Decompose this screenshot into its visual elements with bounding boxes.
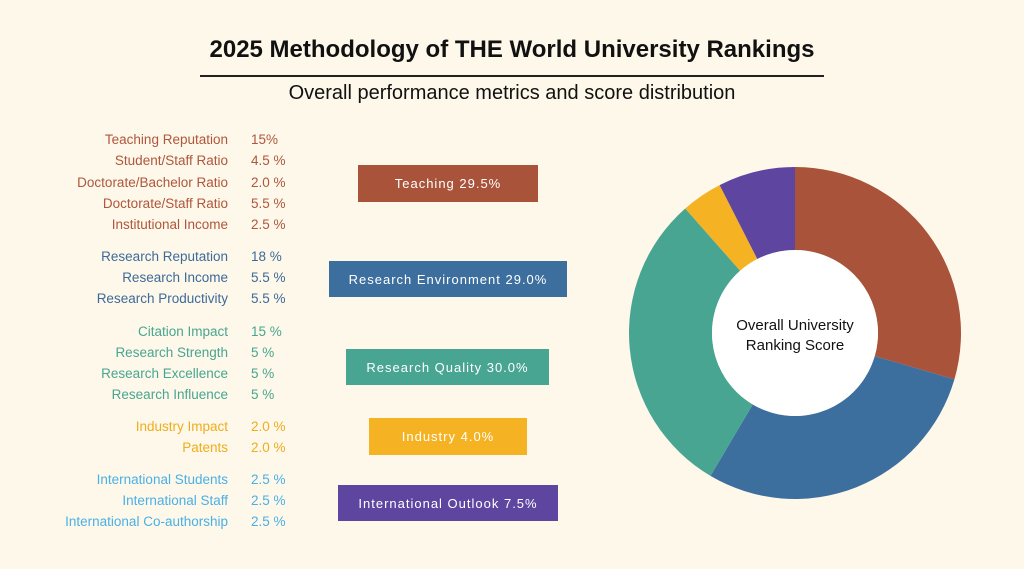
metric-weight: 18 % — [251, 249, 282, 264]
metric-weight: 2.0 % — [251, 440, 286, 455]
metric-name: Doctorate/Staff Ratio — [102, 196, 228, 211]
divider — [200, 75, 824, 77]
metric-weight: 5 % — [251, 366, 275, 381]
metric-weight: 5 % — [251, 345, 275, 360]
metric-name: Research Excellence — [101, 366, 228, 381]
metric-name: Research Productivity — [96, 291, 228, 306]
metric-name: Doctorate/Bachelor Ratio — [77, 175, 228, 190]
pillar-box: Research Quality 30.0% — [346, 349, 549, 385]
metric-name: Industry Impact — [135, 419, 228, 434]
donut-slice — [710, 356, 955, 499]
pillar-box: Teaching 29.5% — [358, 165, 538, 202]
metric-name: International Staff — [122, 493, 228, 508]
metric-name: Citation Impact — [137, 324, 228, 339]
metric-name: Research Income — [122, 270, 228, 285]
metric-weight: 2.0 % — [251, 175, 286, 190]
metric-weight: 2.0 % — [251, 419, 286, 434]
metric-weight: 4.5 % — [251, 153, 286, 168]
metric-name: Research Reputation — [101, 249, 228, 264]
metric-name: Teaching Reputation — [104, 132, 228, 147]
donut-slice — [629, 208, 753, 476]
pillar-box: International Outlook 7.5% — [338, 485, 558, 521]
center-label: Overall University Ranking Score — [736, 317, 854, 354]
metric-weight: 2.5 % — [251, 493, 286, 508]
donut-slice — [685, 185, 758, 271]
pillar-box: Research Environment 29.0% — [329, 261, 567, 297]
metric-weight: 5.5 % — [251, 270, 286, 285]
metric-name: Research Influence — [111, 387, 228, 402]
metric-name: International Students — [96, 472, 228, 487]
metric-weight: 5.5 % — [251, 196, 286, 211]
metric-name: Patents — [182, 440, 228, 455]
metric-weight: 5 % — [251, 387, 275, 402]
metric-weight: 15% — [251, 132, 279, 147]
metric-name: International Co-authorship — [65, 514, 228, 529]
donut-slice — [719, 167, 795, 260]
metric-weight: 2.5 % — [251, 217, 286, 232]
metric-weight: 5.5 % — [251, 291, 286, 306]
metric-name: Institutional Income — [111, 217, 228, 232]
donut-slice — [795, 166, 961, 380]
metric-weight: 2.5 % — [251, 472, 286, 487]
donut-hole — [712, 250, 878, 416]
pillar-box: Industry 4.0% — [369, 418, 527, 455]
metric-weight: 2.5 % — [251, 514, 286, 529]
title: 2025 Methodology of THE World University… — [209, 36, 815, 63]
metric-name: Research Strength — [115, 345, 228, 360]
metric-weight: 15 % — [251, 324, 282, 339]
metric-name: Student/Staff Ratio — [114, 153, 228, 168]
subtitle: Overall performance metrics and score di… — [288, 82, 736, 104]
